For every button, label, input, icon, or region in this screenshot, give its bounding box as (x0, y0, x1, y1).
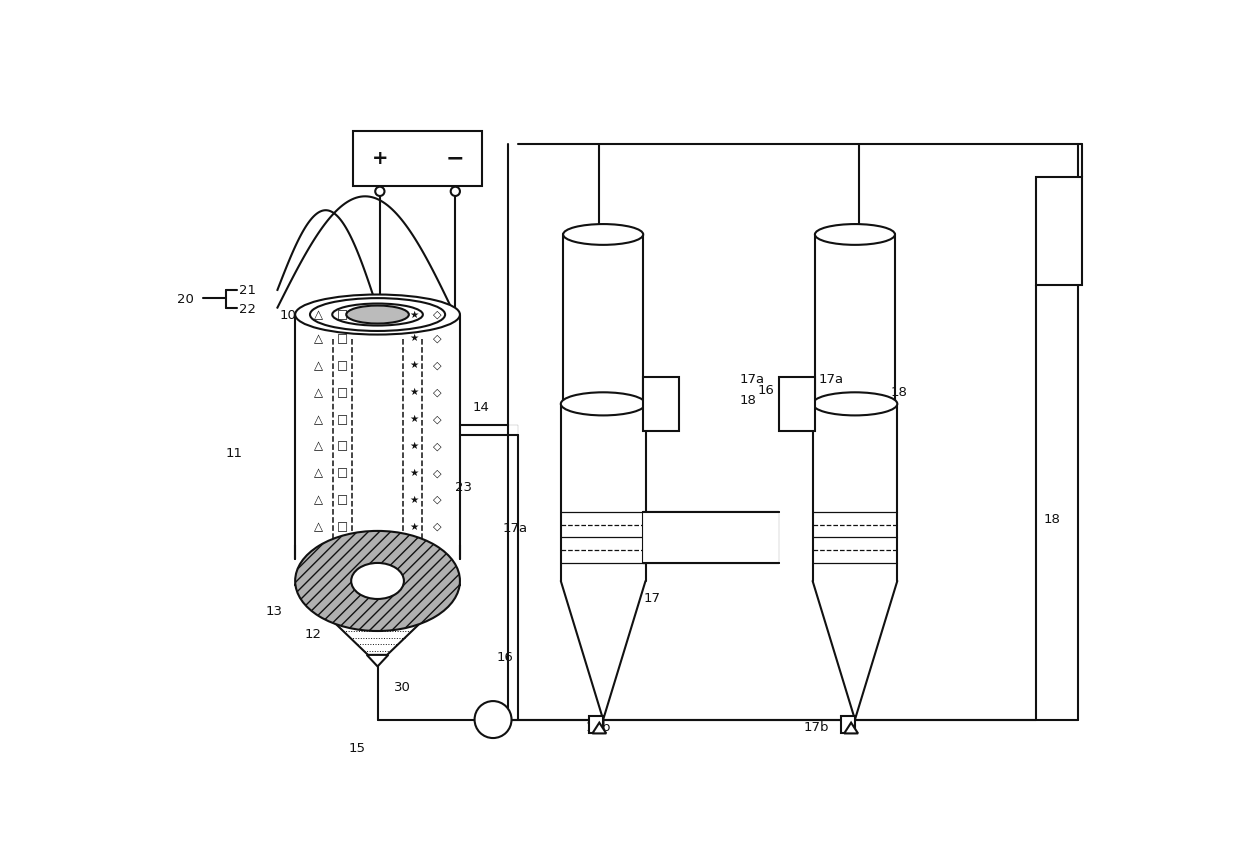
Bar (644, 377, 678, 431)
Text: ★: ★ (409, 310, 418, 319)
Text: 12: 12 (304, 628, 321, 641)
Bar (353, 130, 482, 186)
Ellipse shape (295, 576, 460, 593)
Text: 22: 22 (239, 304, 255, 317)
Text: ◇: ◇ (433, 310, 441, 319)
Text: ★: ★ (409, 361, 418, 370)
Text: 23: 23 (455, 481, 471, 494)
Circle shape (450, 186, 460, 196)
Text: +: + (372, 148, 388, 167)
Text: △: △ (314, 386, 322, 399)
Text: □: □ (337, 332, 348, 345)
Text: △: △ (314, 440, 322, 453)
Text: □: □ (337, 440, 348, 453)
Text: △: △ (314, 359, 322, 372)
Text: □: □ (337, 386, 348, 399)
Text: 14: 14 (472, 401, 489, 414)
Text: 16: 16 (758, 383, 774, 396)
Text: △: △ (314, 308, 322, 321)
Ellipse shape (351, 563, 404, 599)
Bar (780, 377, 815, 431)
Text: □: □ (337, 467, 348, 480)
Text: 16: 16 (497, 652, 513, 665)
Circle shape (475, 701, 512, 738)
Text: ◇: ◇ (433, 495, 441, 505)
Text: 17b: 17b (585, 721, 611, 734)
Ellipse shape (815, 224, 895, 245)
Text: □: □ (337, 494, 348, 507)
Text: 11: 11 (226, 447, 243, 460)
Ellipse shape (812, 393, 898, 415)
Text: □: □ (337, 359, 348, 372)
Bar (1035, 177, 1083, 285)
Circle shape (376, 186, 384, 196)
Text: ◇: ◇ (433, 441, 441, 451)
Text: ★: ★ (409, 387, 418, 397)
Text: △: △ (314, 467, 322, 480)
Text: ◇: ◇ (433, 333, 441, 343)
Bar (589, 715, 603, 733)
Text: ★: ★ (409, 414, 418, 425)
Text: ★: ★ (409, 441, 418, 451)
Polygon shape (844, 722, 858, 734)
Text: 13: 13 (265, 605, 283, 618)
Text: □: □ (337, 308, 348, 321)
Text: 18: 18 (890, 386, 908, 399)
Ellipse shape (560, 393, 646, 415)
Polygon shape (367, 655, 388, 666)
Text: ★: ★ (409, 522, 418, 532)
Text: ◇: ◇ (433, 387, 441, 397)
Bar (644, 512, 780, 564)
Ellipse shape (332, 304, 423, 325)
Text: △: △ (314, 494, 322, 507)
Text: 18: 18 (1044, 513, 1060, 526)
Text: 17b: 17b (804, 721, 828, 734)
Text: ★: ★ (409, 468, 418, 478)
Text: 17a: 17a (818, 373, 844, 386)
Text: 30: 30 (394, 681, 410, 694)
Ellipse shape (563, 224, 644, 245)
Ellipse shape (295, 531, 460, 631)
Ellipse shape (295, 294, 460, 335)
Text: 17a: 17a (503, 522, 528, 535)
Polygon shape (593, 722, 606, 734)
Text: □: □ (337, 413, 348, 425)
Text: △: △ (314, 332, 322, 345)
Text: △: △ (314, 413, 322, 425)
Text: −: − (446, 148, 465, 168)
Text: ★: ★ (409, 333, 418, 343)
Text: □: □ (337, 520, 348, 533)
Text: 17a: 17a (739, 373, 765, 386)
Text: △: △ (314, 520, 322, 533)
Text: ◇: ◇ (433, 468, 441, 478)
Text: 15: 15 (350, 742, 366, 755)
Bar (841, 715, 854, 733)
Ellipse shape (346, 306, 409, 324)
Text: 18: 18 (739, 394, 756, 406)
Text: 21: 21 (239, 284, 255, 297)
Text: 17: 17 (644, 592, 660, 605)
Text: ◇: ◇ (433, 522, 441, 532)
Text: ◇: ◇ (433, 414, 441, 425)
Text: ◇: ◇ (433, 361, 441, 370)
Bar (508, 425, 517, 720)
Text: 10: 10 (280, 309, 296, 322)
Text: ★: ★ (409, 495, 418, 505)
Text: 20: 20 (177, 293, 195, 306)
